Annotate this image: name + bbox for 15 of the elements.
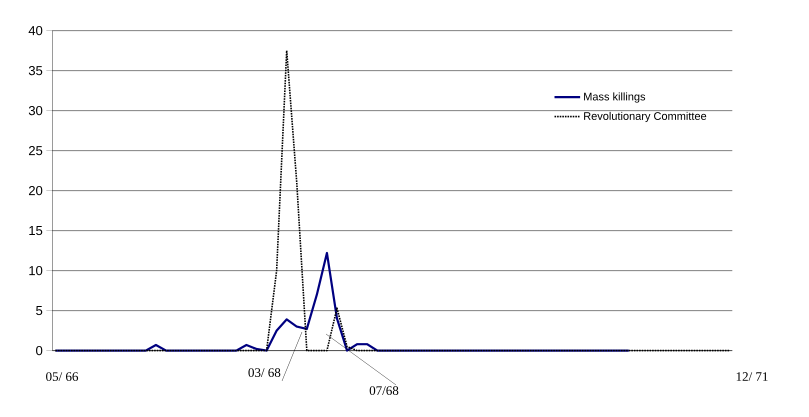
- legend-label: Revolutionary Committee: [584, 112, 706, 122]
- y-tick-label: 35: [28, 66, 42, 76]
- text: 12/ 71: [736, 372, 768, 381]
- text: 03/ 68: [248, 368, 280, 377]
- y-tick-label: 20: [28, 186, 42, 196]
- y-tick-label: 10: [29, 266, 42, 276]
- y-tick-label: 25: [28, 146, 42, 156]
- y-tick-label: 0: [36, 346, 42, 356]
- y-tick-label: 15: [29, 226, 42, 236]
- text: 07/68: [370, 386, 398, 395]
- y-tick-label: 30: [28, 106, 42, 116]
- y-tick-label: 5: [36, 306, 42, 316]
- y-tick-label: 40: [28, 26, 42, 36]
- legend-label: Mass killings: [584, 92, 646, 103]
- text: 05/ 66: [46, 372, 78, 381]
